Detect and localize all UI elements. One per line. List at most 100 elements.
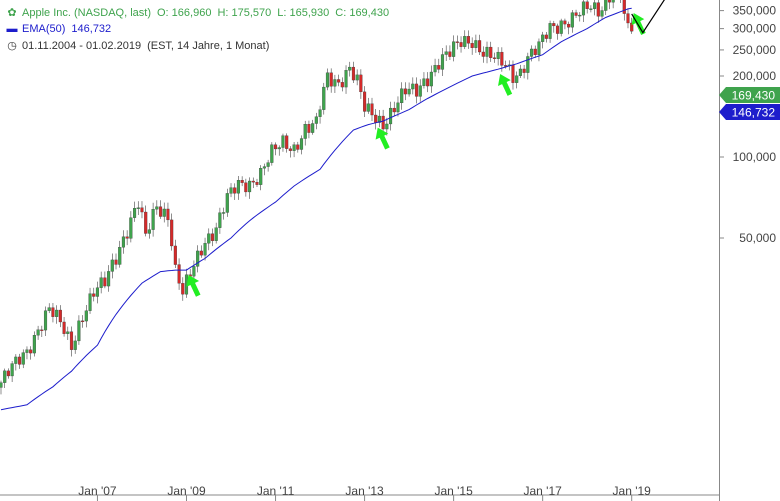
candle [118,247,122,265]
candle [29,349,33,354]
candle [77,320,81,342]
candle [66,331,70,334]
candle [92,293,96,297]
candle [455,41,459,43]
candle [359,74,363,93]
candle [533,48,537,55]
candle [73,340,77,350]
candle [81,320,85,323]
candle [155,206,159,210]
candle [559,20,563,34]
candle [192,266,196,277]
candle [55,309,59,317]
candle [158,206,163,217]
candle [259,168,263,185]
candle [299,138,304,150]
candle [407,88,411,95]
candle [626,13,630,24]
candle [337,79,341,83]
y-tick-label: 300,000 [733,22,777,36]
candle [344,70,348,88]
buy-arrow-icon [186,274,201,297]
ema-value: 146,732 [71,23,112,35]
candle [311,123,315,133]
candle [207,233,211,244]
candle [110,259,114,272]
candlestick-icon: ✿ [7,7,17,19]
candle [370,103,374,116]
candle [385,123,389,130]
candle [563,20,567,25]
candle [162,208,166,217]
candle [255,182,259,185]
candle [314,116,318,124]
last-price-tag: 169,430 [732,89,776,103]
candle [203,243,207,256]
candle [522,68,526,73]
candle [422,78,426,86]
line-series-icon: ▬ [6,23,18,35]
candle [340,82,344,88]
candle [363,91,367,112]
candle [3,370,7,383]
period-label: (EST, 14 Jahre, 1 Monat) [147,40,270,52]
candle [325,72,330,88]
candle [574,12,578,16]
candle [17,356,22,365]
candle [88,293,92,311]
candle [570,12,574,28]
instrument-name: Apple Inc. (NASDAQ, last) [22,7,151,19]
ema50-series [0,7,632,411]
candle [21,352,25,365]
annotations [186,0,665,297]
candle [377,115,381,123]
candle [99,277,103,288]
candle [177,264,181,284]
x-tick-label: Jan '11 [257,484,295,498]
candle [210,233,215,241]
candle [43,310,48,331]
candle [481,51,485,57]
y-tick-label: 200,000 [733,69,777,83]
candle [136,207,140,209]
candle [251,180,255,183]
candle [95,287,100,297]
candle [32,335,36,354]
candle [433,65,437,73]
x-tick-label: Jan '19 [613,484,652,498]
candle [604,0,608,11]
axes: 50,000 100,000 200,000 250,000 300,000 350,00… [78,4,776,501]
candle [622,0,626,14]
candle [303,124,307,139]
candle [225,193,229,213]
candle [418,85,422,97]
candle [548,23,552,39]
candle [322,86,326,110]
y-tick-label: 100,000 [733,150,777,164]
candle [47,307,51,311]
candle [611,0,615,3]
candle [236,180,240,194]
x-tick-label: Jan '09 [167,484,206,498]
candle [541,34,545,42]
last-price-tag-bg [719,87,780,103]
candle [437,65,441,70]
candle [25,349,29,353]
buy-arrow-icon [498,73,513,96]
candle [515,75,519,83]
candle [474,40,478,48]
legend-instrument-row: ✿ Apple Inc. (NASDAQ, last) O: 166,960 H: 1… [6,6,389,19]
candle [296,144,300,150]
ema-price-tag-bg [719,104,780,120]
candle [400,88,404,104]
candle [181,283,185,295]
candle [452,41,456,57]
candle [107,271,111,287]
candle [429,71,433,87]
candle [366,103,370,112]
candle [526,56,530,73]
candle [51,307,55,317]
candle [607,0,611,3]
candle [470,43,474,48]
